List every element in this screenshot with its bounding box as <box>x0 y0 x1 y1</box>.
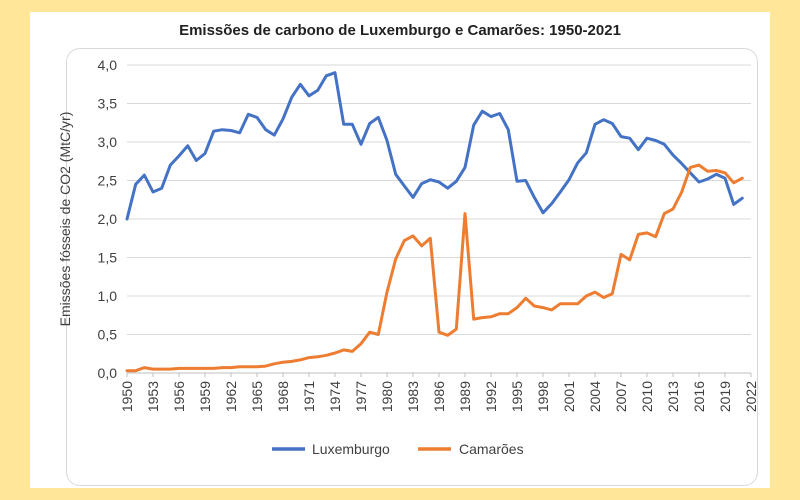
legend-label: Luxemburgo <box>312 441 390 457</box>
x-tick-label: 1971 <box>301 381 317 412</box>
y-tick-label: 2,5 <box>98 173 118 189</box>
x-tick-label: 1974 <box>327 381 343 412</box>
x-tick-label: 2004 <box>587 381 603 412</box>
series-line-luxemburgo <box>125 71 744 221</box>
y-tick-label: 3,0 <box>98 134 118 150</box>
x-tick-label: 2010 <box>639 381 655 412</box>
x-tick-label: 1965 <box>249 381 265 412</box>
x-tick-label: 1977 <box>353 381 369 412</box>
x-tick-label: 2001 <box>561 381 577 412</box>
x-tick-label: 1986 <box>431 381 447 412</box>
x-tick-label: 1950 <box>119 381 135 412</box>
y-tick-label: 4,0 <box>98 57 118 73</box>
legend-label: Camarões <box>459 441 524 457</box>
y-tick-label: 1,0 <box>98 288 118 304</box>
chart-area <box>66 48 758 486</box>
x-tick-label: 1959 <box>197 381 213 412</box>
x-tick-label: 2019 <box>717 381 733 412</box>
x-tick-label: 1983 <box>405 381 421 412</box>
x-tick-label: 1998 <box>535 381 551 412</box>
y-axis-label: Emissões fósseis de CO2 (MtC/yr) <box>57 112 73 327</box>
x-tick-label: 2022 <box>743 381 759 412</box>
x-tick-label: 2013 <box>665 381 681 412</box>
series-line-camaroes <box>125 163 744 373</box>
chart-title: Emissões de carbono de Luxemburgo e Cama… <box>179 22 621 39</box>
x-tick-label: 1992 <box>483 381 499 412</box>
x-tick-label: 2016 <box>691 381 707 412</box>
x-tick-label: 1953 <box>145 381 161 412</box>
x-tick-label: 1989 <box>457 381 473 412</box>
y-tick-label: 2,0 <box>98 211 118 227</box>
y-tick-label: 0,0 <box>98 365 118 381</box>
x-tick-label: 1995 <box>509 381 525 412</box>
x-tick-label: 1968 <box>275 381 291 412</box>
y-tick-label: 3,5 <box>98 96 118 112</box>
x-tick-label: 2007 <box>613 381 629 412</box>
y-tick-label: 1,5 <box>98 250 118 266</box>
y-tick-label: 0,5 <box>98 327 118 343</box>
x-tick-label: 1962 <box>223 381 239 412</box>
x-tick-label: 1980 <box>379 381 395 412</box>
x-tick-label: 1956 <box>171 381 187 412</box>
